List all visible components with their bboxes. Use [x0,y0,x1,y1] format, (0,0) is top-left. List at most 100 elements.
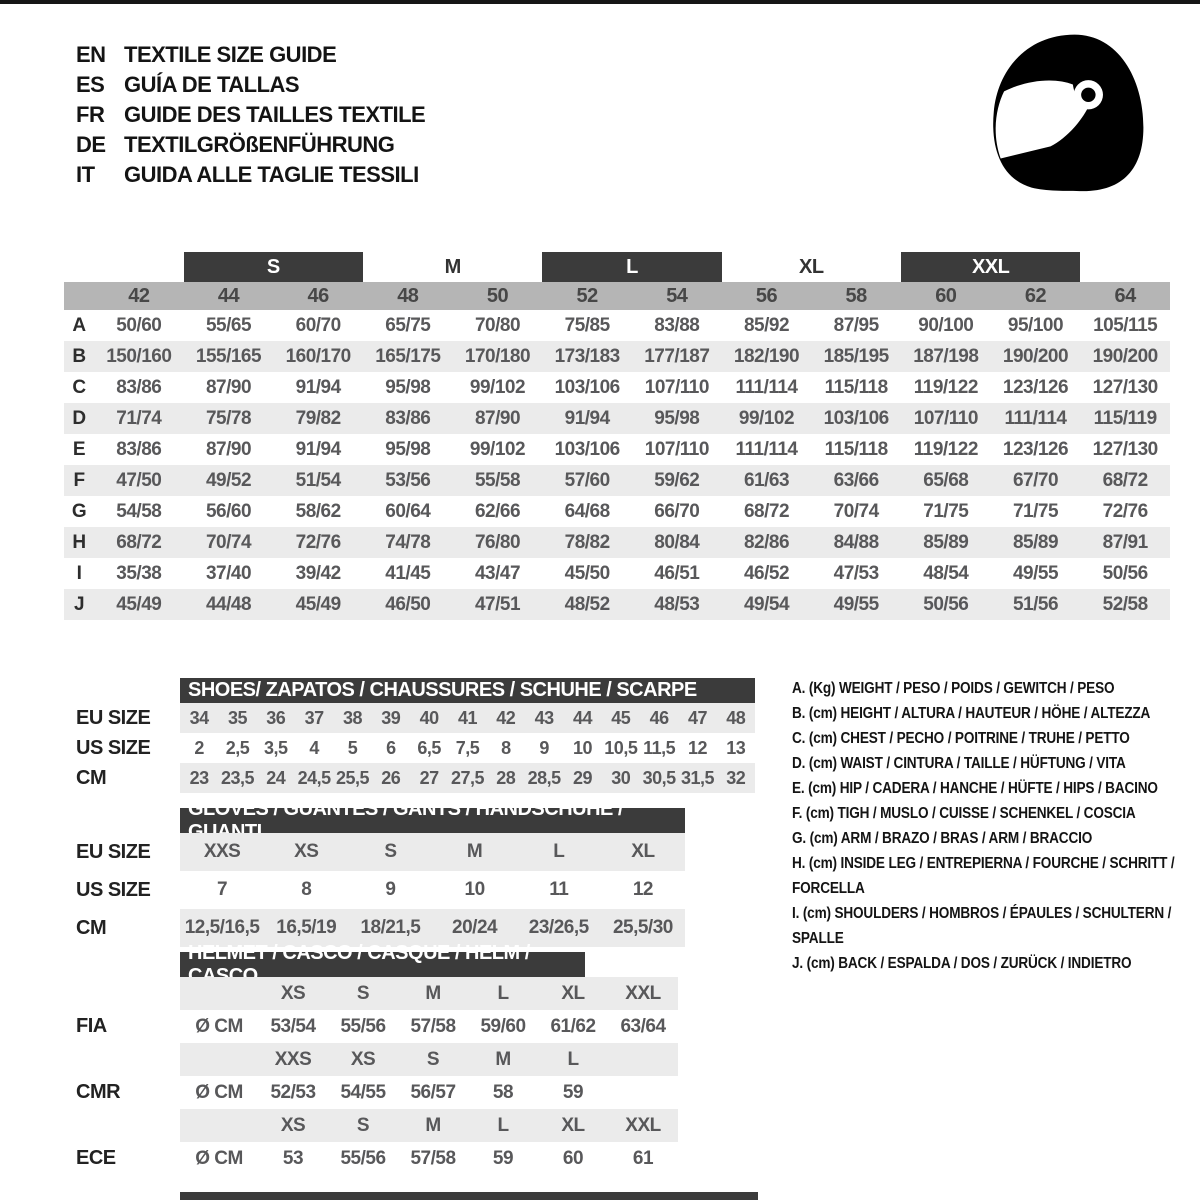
cell-value: XL [631,841,655,862]
gloves-table: XXS XS S M L XL 7 8 9 10 11 12 12,5/16,5 16,5/19 18/21… [180,833,685,947]
helmet-size: XXL [625,1114,661,1136]
size-value: 82/86 [743,531,790,553]
size-number-row: 42 44 46 48 50 52 54 56 58 60 62 64 [64,282,1170,310]
cell-value: 25,5 [335,767,370,788]
size-value: 47/51 [474,593,521,615]
cell-value: 18/21,5 [360,917,421,938]
size-value: 63/66 [833,469,880,491]
size-value: 115/118 [824,376,889,398]
cell-value: 9 [385,879,396,900]
size-value: 49/52 [205,469,252,491]
size-value: 173/183 [554,345,621,367]
size-table-row: D 71/74 75/78 79/82 83/86 87/90 91/94 95/98 99/1… [64,403,1170,434]
helmet-size: XXL [625,982,661,1004]
helmet-size: S [426,1048,440,1070]
shoes-table: 34 35 36 37 38 39 40 41 42 43 44 45 46 47 48 2 2,5 3,5 4 5 6… [180,703,755,793]
size-value: 49/54 [743,593,790,615]
cell-value: 10,5 [604,737,638,758]
size-value: 165/175 [375,345,441,367]
table-row: 34 35 36 37 38 39 40 41 42 43 44 45 46 47 48 [180,703,755,733]
row-letter: J [73,593,85,615]
size-value: 107/110 [913,407,979,429]
size-group-header-row: S M L XL XXL [64,252,1170,282]
helmet-size: L [497,982,509,1004]
helmet-size-row: XS S M L XL XXL [180,1109,678,1142]
helmet-value: 53 [282,1147,304,1169]
table-row: 23 23,5 24 24,5 25,5 26 27 27,5 28 28,5 29 30 30,5 31… [180,763,755,793]
helmet-value-row: Ø CM 53/54 55/56 57/58 59/60 61/62 63/64 [180,1010,678,1043]
cell-value: 11 [549,879,569,900]
size-value: 87/90 [205,438,252,460]
size-value: 91/94 [295,438,342,460]
racing-helmet-icon [993,34,1144,192]
size-number: 50 [486,284,509,307]
size-number: 54 [666,284,688,307]
helmet-size-row: XXS XS S M L [180,1043,678,1076]
language-title: GUIDA ALLE TAGLIE TESSILI [124,162,419,187]
cell-value: 11,5 [643,737,676,758]
shoes-row-labels: EU SIZE US SIZE CM [76,703,151,793]
size-table-row: J 45/49 44/48 45/49 46/50 47/51 48/52 48/53 49/5… [64,589,1170,620]
size-number: 56 [755,284,778,307]
size-table-row: E 83/86 87/90 91/94 95/98 99/102 103/106 107/11… [64,434,1170,465]
cell-value: 32 [726,767,746,788]
size-value: 46/52 [743,562,790,584]
legend-item: H. (cm) INSIDE LEG / ENTREPIERNA / FOURC… [792,855,1175,897]
size-number: 58 [845,284,868,307]
size-value: 48/52 [564,593,611,615]
language-row: DE TEXTILGRÖßENFÜHRUNG [76,130,425,160]
cell-value: 42 [496,707,516,728]
language-title-block: EN TEXTILE SIZE GUIDE ES GUÍA DE TALLAS FR GU… [76,40,426,190]
size-value: 50/60 [116,314,162,336]
size-value: 123/126 [1002,438,1069,460]
row-letter: D [72,407,86,429]
cell-value: 8 [301,879,312,900]
cell-value: 41 [457,707,478,728]
size-value: 72/76 [295,531,342,553]
cell-value: 47 [687,707,708,728]
helmet-value: 53/54 [270,1015,316,1037]
size-value: 70/80 [474,314,521,336]
legend-item: F. (cm) TIGH / MUSLO / CUISSE / SCHENKEL… [792,805,1136,822]
cell-value: 2,5 [225,737,250,758]
language-row: ES GUÍA DE TALLAS [76,70,425,100]
size-value: 115/119 [1093,407,1158,429]
cell-value: 35 [227,707,248,728]
cell-value: XXS [203,841,241,862]
size-table-row: A 50/60 55/65 60/70 65/75 70/80 75/85 83/88 85/9… [64,310,1170,341]
size-table-row: B 150/160 155/165 160/170 165/175 170/180 173/… [64,341,1170,372]
size-value: 50/56 [1102,562,1149,584]
size-value: 91/94 [564,407,611,429]
size-value: 160/170 [285,345,352,367]
size-value: 43/47 [474,562,521,584]
size-value: 83/86 [116,438,162,460]
table-row: 12,5/16,5 16,5/19 18/21,5 20/24 23/26,5 25,5/… [180,909,685,947]
size-value: 54/58 [116,500,162,522]
size-value: 74/78 [385,531,431,553]
size-value: 119/122 [913,438,979,460]
size-value: 44/48 [205,593,252,615]
size-value: 91/94 [295,376,342,398]
size-value: 85/92 [743,314,790,336]
row-letter: F [73,469,85,491]
gloves-section-header: GLOVES / GUANTES / GANTS / HANDSCHUHE / … [180,798,685,843]
size-value: 107/110 [644,438,710,460]
standard-label-fia: FIA [76,1015,107,1037]
cell-value: 26 [381,767,401,788]
cell-value: 7,5 [455,737,480,758]
size-value: 64/68 [564,500,611,522]
size-value: 107/110 [644,376,710,398]
cell-value: 12 [687,737,708,758]
textile-size-table: S M L XL XXL 42 44 46 48 50 52 54 56 58 60 62 64 A 50/60… [64,252,1170,620]
cell-value: 43 [534,707,555,728]
helmet-size: XS [350,1048,376,1070]
helmet-value: 52/53 [270,1081,316,1103]
helmet-value: 61/62 [550,1015,596,1037]
size-value: 41/45 [385,562,431,584]
table-row: XXS XS S M L XL [180,833,685,871]
size-value: 56/60 [205,500,252,522]
helmet-unit: Ø CM [195,1147,243,1169]
size-value: 35/38 [116,562,162,584]
legend-item: G. (cm) ARM / BRAZO / BRAS / ARM / BRACC… [792,830,1093,847]
helmet-value: 63/64 [620,1015,666,1037]
